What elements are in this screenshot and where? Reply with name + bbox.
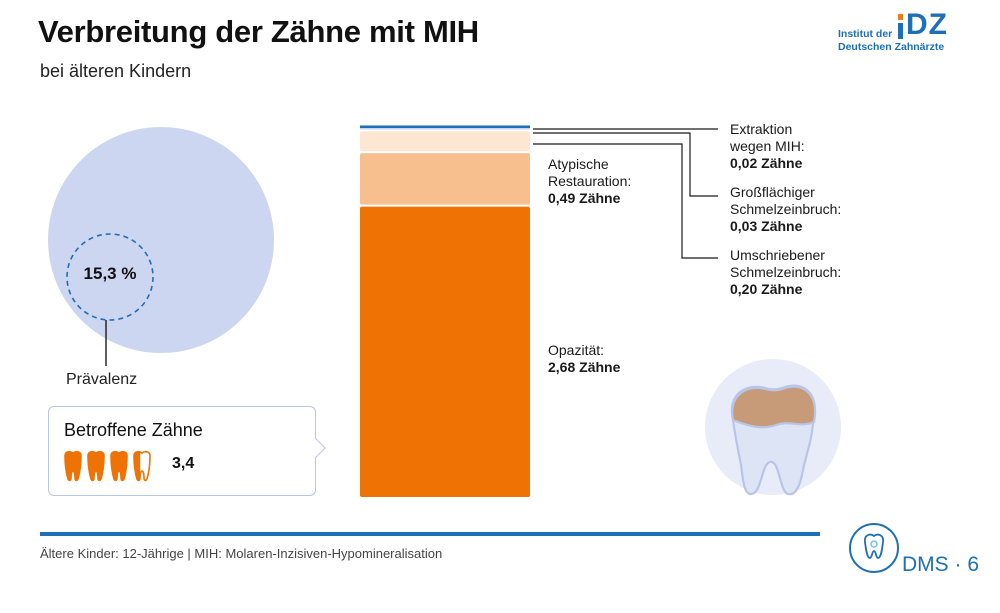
label-grossflaechig-line2: Schmelzeinbruch: <box>730 201 842 217</box>
label-opazitaet-line1: Opazität: <box>548 342 605 358</box>
label-grossflaechig-value: 0,03 Zähne <box>730 218 803 234</box>
label-extraktion: Extraktion wegen MIH: 0,02 Zähne <box>730 121 805 172</box>
chart-subtitle: bei älteren Kindern <box>40 61 192 81</box>
label-extraktion-line2: wegen MIH: <box>730 138 805 154</box>
stacked-bar <box>360 125 530 498</box>
prevalence-circle <box>66 233 154 321</box>
logo-line-1: Institut der <box>838 28 893 40</box>
label-atypisch-line1: Atypische <box>548 156 609 172</box>
logo-brand: DZ <box>906 8 948 41</box>
dms-logo-icon <box>849 523 899 573</box>
affected-teeth-value: 3,4 <box>172 455 195 472</box>
bar-segment-großflächiger-schmelzeinbruch <box>360 128 530 130</box>
tooth-icon <box>110 450 128 482</box>
footer-rule <box>40 532 820 536</box>
teeth-icons <box>64 450 151 482</box>
label-umschrieben-line2: Schmelzeinbruch: <box>730 264 842 280</box>
label-extraktion-value: 0,02 Zähne <box>730 155 803 171</box>
label-grossflaechig: Großflächiger Schmelzeinbruch: 0,03 Zähn… <box>730 184 841 235</box>
logo-accent-dot <box>898 14 903 20</box>
chart-title: Verbreitung der Zähne mit MIH <box>38 14 479 49</box>
dms-logo-text: DMS · 6 <box>902 553 980 576</box>
bar-segment-atypische-restauration <box>360 153 530 205</box>
affected-teeth-title: Betroffene Zähne <box>64 420 203 440</box>
label-extraktion-line1: Extraktion <box>730 121 793 137</box>
bar-segment-extraktion-wegen-mih <box>360 125 530 128</box>
label-opazitaet: Opazität: 2,68 Zähne <box>548 342 620 376</box>
tooth-icon <box>64 450 82 482</box>
leader-umschrieben <box>533 143 718 259</box>
population-circle <box>48 127 274 353</box>
bar-segment-opazität <box>360 206 530 498</box>
prevalence-value: 15,3 % <box>83 264 137 283</box>
molar-tooth-icon <box>705 359 841 496</box>
label-grossflaechig-line1: Großflächiger <box>730 184 815 200</box>
label-atypische-restauration: Atypische Restauration: 0,49 Zähne <box>548 156 631 207</box>
leader-grossflaechig <box>533 132 718 197</box>
prevalence-label: Prävalenz <box>66 371 138 388</box>
logo-accent-bar <box>898 23 903 39</box>
logo-line-2: Deutschen Zahnärzte <box>838 41 945 53</box>
label-atypisch-value: 0,49 Zähne <box>548 190 621 206</box>
bar-segment-umschriebener-schmelzeinbruch <box>360 131 530 152</box>
idz-logo: Institut der Deutschen Zahnärzte DZ <box>838 8 968 58</box>
label-atypisch-line2: Restauration: <box>548 173 632 189</box>
footnote: Ältere Kinder: 12-Jährige | MIH: Molaren… <box>40 546 443 561</box>
label-umschrieben-value: 0,20 Zähne <box>730 281 803 297</box>
label-opazitaet-value: 2,68 Zähne <box>548 359 621 375</box>
label-umschrieben: Umschriebener Schmelzeinbruch: 0,20 Zähn… <box>730 247 841 298</box>
tooth-partial-fill <box>134 451 141 481</box>
label-umschrieben-line1: Umschriebener <box>730 247 825 263</box>
tooth-icon <box>87 450 105 482</box>
